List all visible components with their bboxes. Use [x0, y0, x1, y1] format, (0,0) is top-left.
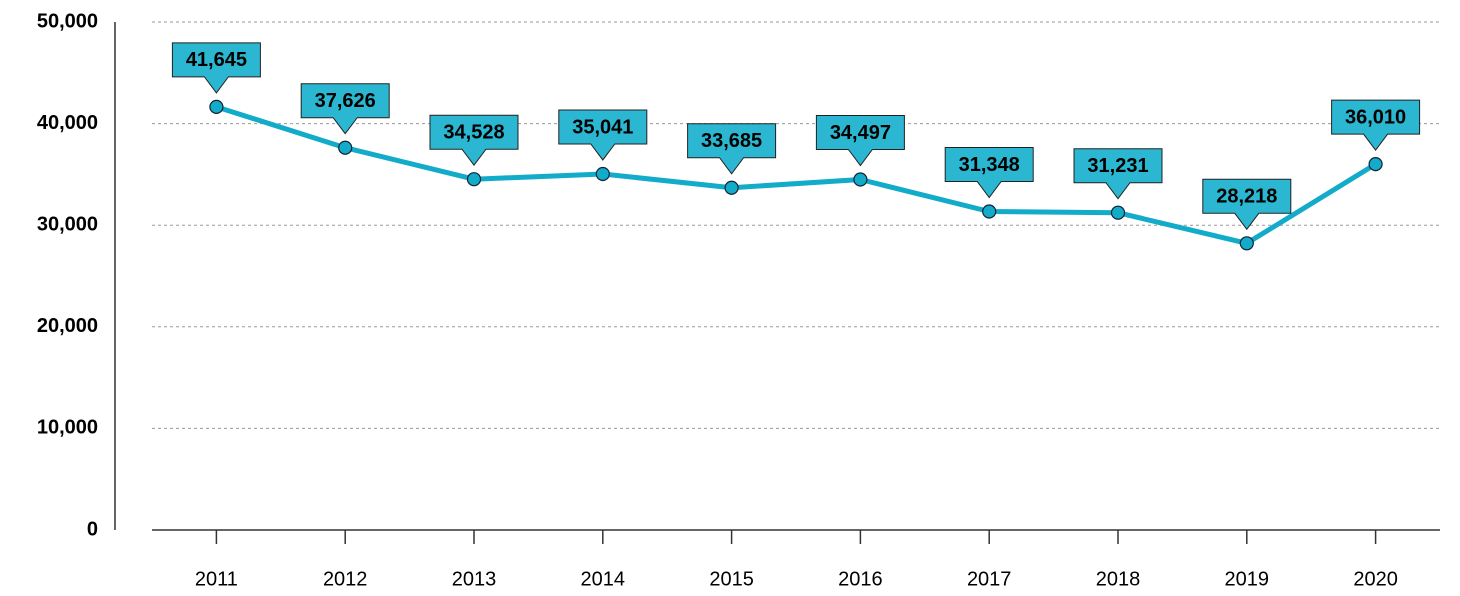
callout: [944, 147, 1034, 199]
x-tick-label: 2020: [1353, 568, 1398, 590]
x-tick-label: 2015: [709, 568, 754, 590]
callout: [1331, 99, 1421, 151]
x-tick-label: 2011: [195, 568, 238, 590]
y-tick-label: 30,000: [37, 213, 98, 235]
value-label: 31,348: [959, 154, 1020, 176]
y-tick-label: 20,000: [37, 315, 98, 337]
y-tick-label: 50,000: [37, 10, 98, 32]
callout: [558, 109, 648, 161]
point: [853, 172, 868, 187]
value-label: 33,685: [701, 130, 762, 152]
x-tick-label: 2017: [967, 568, 1012, 590]
callout: [1073, 148, 1163, 200]
x-tick-label: 2013: [452, 568, 497, 590]
value-label: 41,645: [186, 49, 247, 71]
value-label: 34,497: [830, 122, 891, 144]
callout: [687, 123, 777, 175]
point: [466, 172, 482, 187]
y-tick-label: 0: [87, 518, 98, 540]
point: [595, 166, 610, 182]
x-tick-label: 2019: [1225, 568, 1270, 590]
point: [1239, 236, 1254, 251]
x-tick-label: 2016: [838, 568, 883, 590]
value-label: 35,041: [572, 116, 633, 138]
value-label: 36,010: [1345, 106, 1406, 128]
y-tick-label: 10,000: [37, 417, 98, 439]
point: [338, 140, 353, 155]
callout: [1202, 178, 1292, 231]
callout: [429, 114, 519, 167]
point: [982, 204, 997, 219]
callout: [300, 83, 390, 135]
line: [215, 104, 1377, 246]
x-tick-label: 2014: [581, 568, 626, 590]
point: [209, 99, 224, 114]
x-tick-label: 2018: [1096, 568, 1141, 590]
value-label: 37,626: [315, 90, 376, 112]
point: [1368, 157, 1383, 172]
callout: [171, 42, 261, 94]
callout: [815, 115, 905, 167]
x-tick-label: 2012: [323, 568, 368, 590]
y-tick-label: 40,000: [37, 112, 98, 134]
value-label: 28,218: [1216, 186, 1277, 208]
value-label: 34,528: [443, 121, 504, 143]
point: [724, 180, 739, 195]
value-label: 31,231: [1087, 155, 1148, 177]
point: [1110, 205, 1126, 220]
